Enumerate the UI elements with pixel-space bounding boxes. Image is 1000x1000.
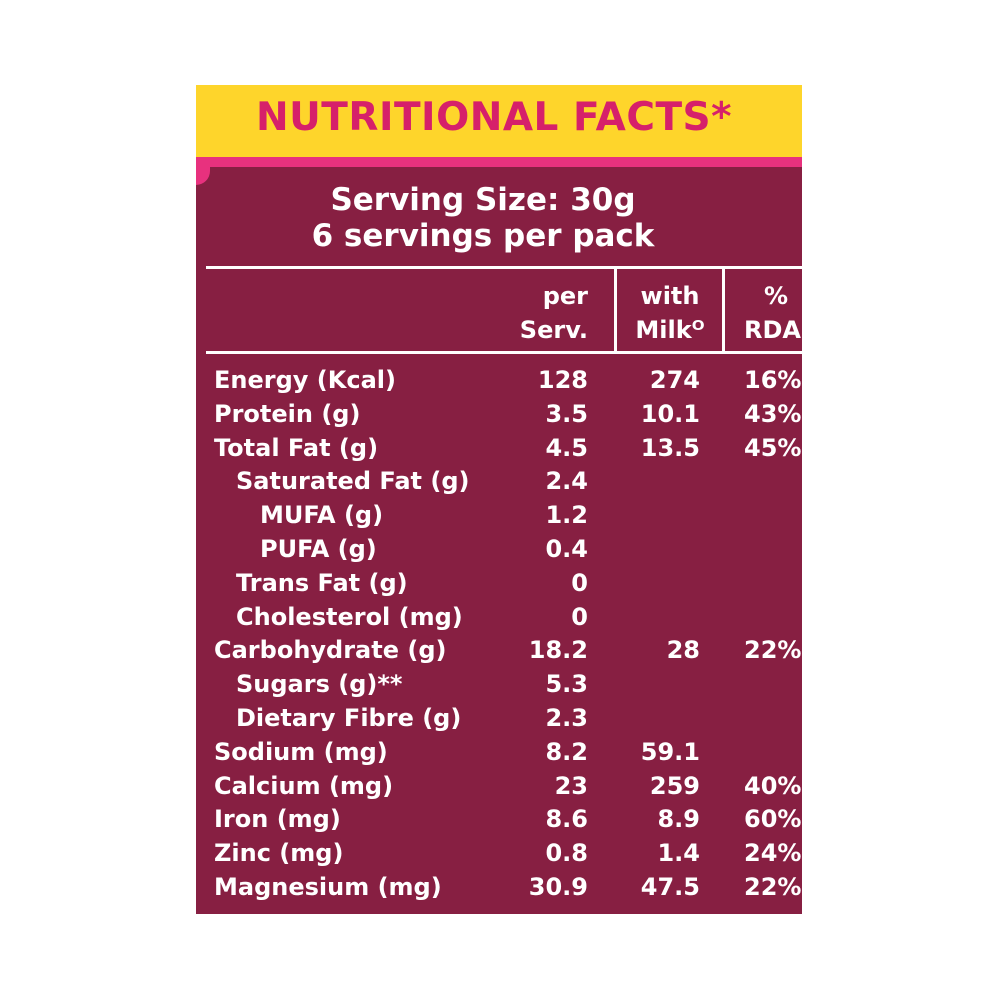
rda-value: 24% — [744, 839, 802, 868]
per-serving-value: 4.5 — [545, 433, 588, 462]
per-serving-value: 2.3 — [545, 704, 588, 732]
with-milk-value: 1.4 — [657, 839, 700, 868]
nutrient-label: Carbohydrate (g) — [214, 636, 447, 665]
table-row: Sodium (mg) 8.2 59.1 — [196, 738, 802, 772]
with-milk-value: 10.1 — [640, 399, 700, 428]
table-row: Cholesterol (mg) 0 — [196, 603, 802, 637]
nutrient-label: Cholesterol (mg) — [236, 602, 463, 631]
per-serving-value: 23 — [554, 771, 588, 800]
table-row: Total Fat (g) 4.5 13.5 45% — [196, 434, 802, 468]
serving-size: Serving Size: 30g — [330, 182, 636, 218]
per-serving-value: 2.4 — [545, 467, 588, 496]
with-milk-value: 47.5 — [640, 873, 700, 901]
table-row: Sugars (g)** 5.3 — [196, 670, 802, 704]
rda-value: 60% — [744, 805, 802, 834]
table-row: Trans Fat (g) 0 — [196, 569, 802, 603]
with-milk-value: 8.9 — [657, 805, 700, 834]
nutrient-label: Magnesium (mg) — [214, 873, 442, 901]
rda-value: 22% — [744, 873, 802, 901]
table-row: Calcium (mg) 23 259 40% — [196, 772, 802, 806]
nutrient-label: Zinc (mg) — [214, 839, 344, 868]
per-serving-value: 8.6 — [545, 805, 588, 834]
column-header-with-milk: with Milkᴼ — [635, 282, 705, 344]
table-row: Dietary Fibre (g) 2.3 — [196, 704, 802, 738]
per-serving-value: 1.2 — [545, 501, 588, 530]
nutrient-label: Dietary Fibre (g) — [236, 704, 462, 732]
per-serving-value: 18.2 — [528, 636, 588, 665]
title-banner: NUTRITIONAL FACTS* — [196, 85, 802, 157]
nutrient-label: Energy (Kcal) — [214, 366, 396, 394]
rda-value: 43% — [744, 399, 802, 428]
column-header-rda: % RDA — [744, 282, 801, 344]
servings-per-pack: 6 servings per pack — [311, 218, 655, 254]
nutrient-label: MUFA (g) — [260, 501, 384, 530]
nutrient-label: Trans Fat (g) — [236, 568, 408, 597]
rda-value: 45% — [744, 433, 802, 462]
table-top-rule — [206, 266, 802, 269]
with-milk-value: 274 — [649, 366, 700, 394]
nutrient-label: Sugars (g)** — [236, 670, 403, 699]
per-serving-value: 0.8 — [545, 839, 588, 868]
nutrient-label: Saturated Fat (g) — [236, 467, 470, 496]
divider-band — [196, 157, 802, 185]
per-serving-value: 3.5 — [545, 399, 588, 428]
table-row: Energy (Kcal) 128 274 16% — [196, 366, 802, 400]
rda-value: 40% — [744, 771, 802, 800]
with-milk-value: 28 — [666, 636, 700, 665]
with-milk-value: 259 — [649, 771, 700, 800]
per-serving-value: 0.4 — [545, 535, 588, 563]
nutrient-label: PUFA (g) — [260, 535, 377, 563]
rda-value: 22% — [744, 636, 802, 665]
column-divider — [722, 266, 725, 352]
per-serving-value: 5.3 — [545, 670, 588, 699]
per-serving-value: 30.9 — [528, 873, 588, 901]
table-row: Magnesium (mg) 30.9 47.5 22% — [196, 873, 802, 907]
column-divider — [614, 266, 617, 352]
table-row: MUFA (g) 1.2 — [196, 501, 802, 535]
per-serving-value: 0 — [571, 568, 588, 597]
with-milk-value: 13.5 — [640, 433, 700, 462]
with-milk-value: 59.1 — [640, 737, 700, 766]
rda-value: 16% — [744, 366, 802, 394]
nutrient-label: Total Fat (g) — [214, 433, 379, 462]
table-row: Zinc (mg) 0.8 1.4 24% — [196, 839, 802, 873]
table-row: PUFA (g) 0.4 — [196, 535, 802, 569]
table-row: Protein (g) 3.5 10.1 43% — [196, 400, 802, 434]
header-bottom-rule — [206, 351, 802, 354]
column-header-per-serving: per Serv. — [519, 282, 588, 344]
nutrient-label: Sodium (mg) — [214, 737, 388, 766]
panel-title: NUTRITIONAL FACTS* — [256, 95, 733, 140]
per-serving-value: 0 — [571, 602, 588, 631]
nutrient-label: Iron (mg) — [214, 805, 341, 834]
per-serving-value: 128 — [537, 366, 588, 394]
nutrient-label: Calcium (mg) — [214, 771, 394, 800]
nutrient-label: Protein (g) — [214, 399, 361, 428]
table-row: Saturated Fat (g) 2.4 — [196, 467, 802, 501]
table-row: Iron (mg) 8.6 8.9 60% — [196, 805, 802, 839]
per-serving-value: 8.2 — [545, 737, 588, 766]
nutrition-panel: NUTRITIONAL FACTS* Serving Size: 30g 6 s… — [196, 85, 802, 914]
table-row: Carbohydrate (g) 18.2 28 22% — [196, 636, 802, 670]
